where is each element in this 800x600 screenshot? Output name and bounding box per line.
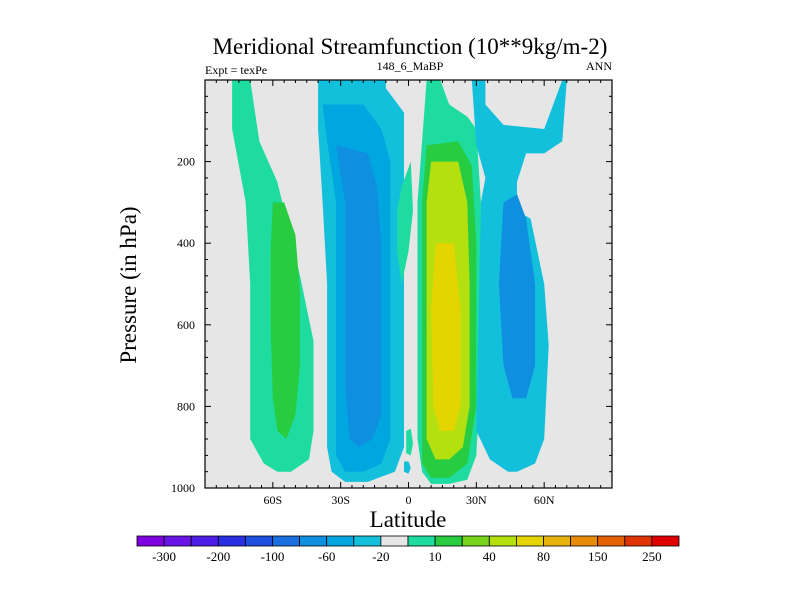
colorbar-label: 250 (642, 549, 662, 564)
contour-eq-teal-left (397, 161, 413, 284)
colorbar-label: -60 (318, 549, 335, 564)
colorbar-label: -20 (372, 549, 389, 564)
y-tick-label: 600 (177, 318, 195, 332)
colorbar: -300 -200 -100 -60 -20 10 40 80 150 250 (136, 535, 680, 564)
y-tick-label: 200 (177, 155, 195, 169)
colorbar-label: 10 (429, 549, 442, 564)
colorbar-swatch (380, 535, 409, 547)
colorbar-label: 40 (483, 549, 496, 564)
x-tick-label: 60S (263, 493, 282, 507)
colorbar-label: -300 (152, 549, 176, 564)
colorbar-swatch (488, 535, 517, 547)
chart-title: Meridional Streamfunction (10**9kg/m-2) (213, 34, 608, 59)
colorbar-swatch (407, 535, 436, 547)
x-axis-label: Latitude (370, 507, 447, 532)
colorbar-swatch (272, 535, 301, 547)
colorbar-swatch (570, 535, 599, 547)
colorbar-swatch (136, 535, 165, 547)
contour-layer (232, 80, 567, 484)
contour-sh-right-blue (498, 194, 536, 399)
colorbar-swatch (299, 535, 328, 547)
colorbar-label: -200 (206, 549, 230, 564)
colorbar-swatch (217, 535, 246, 547)
x-tick-label: 30N (466, 493, 487, 507)
case-label: 148_6_MaBP (377, 59, 444, 73)
colorbar-swatch (624, 535, 653, 547)
colorbar-label: -100 (261, 549, 285, 564)
colorbar-swatch (516, 535, 544, 547)
colorbar-swatch (353, 535, 382, 547)
colorbar-label: 80 (537, 549, 550, 564)
plot-frame (204, 79, 613, 489)
y-tick-label: 400 (177, 236, 195, 250)
season-label: ANN (586, 59, 612, 73)
colorbar-swatch (651, 535, 680, 547)
colorbar-swatch (434, 535, 463, 547)
colorbar-swatch (461, 535, 490, 547)
x-tick-label: 60N (534, 493, 555, 507)
colorbar-swatch (244, 535, 273, 547)
contour-nh-core-green (270, 202, 300, 439)
y-tick-label: 800 (177, 399, 195, 413)
colorbar-swatch (163, 535, 192, 547)
experiment-label: Expt = texPe (205, 63, 267, 77)
colorbar-swatch (597, 535, 626, 547)
colorbar-swatch (326, 535, 355, 547)
colorbar-swatch (543, 535, 572, 547)
x-tick-label: 0 (406, 493, 412, 507)
x-tick-label: 30S (331, 493, 350, 507)
contour-eq-teal-bottom (406, 428, 413, 456)
y-tick-label: 1000 (171, 481, 195, 495)
colorbar-swatch (190, 535, 219, 547)
y-axis-label: Pressure (in hPa) (116, 206, 141, 363)
colorbar-label: 150 (588, 549, 608, 564)
contour-sh-inner-blue (336, 145, 382, 448)
contour-sh-bottom-cyan (404, 461, 411, 474)
contour-eq-yellow (431, 243, 461, 431)
